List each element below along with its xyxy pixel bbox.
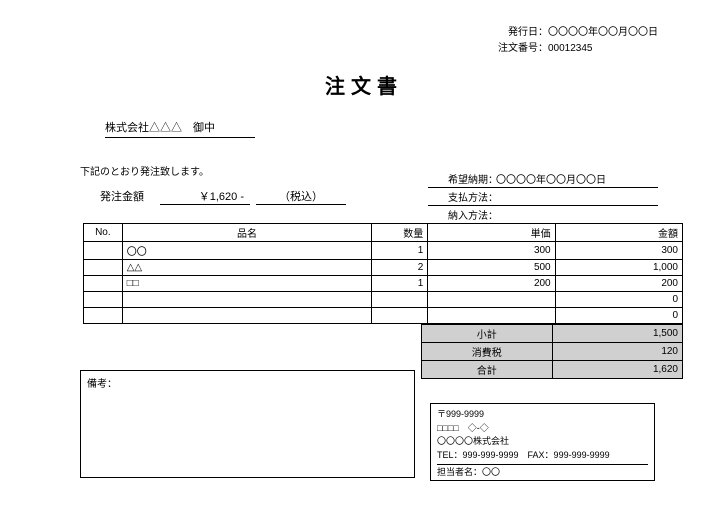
amount-tax: （税込） — [256, 188, 346, 205]
cell-unit: 200 — [428, 276, 555, 292]
due-value: 〇〇〇〇年〇〇月〇〇日 — [496, 171, 606, 186]
recipient: 株式会社△△△ 御中 — [105, 119, 255, 138]
amount-value: ￥1,620 - — [160, 188, 250, 205]
table-row: 〇〇1300300 — [84, 242, 683, 260]
cell-qty: 1 — [372, 242, 428, 260]
col-unit: 単価 — [428, 224, 555, 242]
cell-name: □□ — [122, 276, 372, 292]
cell-amt: 0 — [555, 308, 682, 324]
cell-unit — [428, 308, 555, 324]
remarks-box: 備考： — [80, 370, 415, 478]
cell-amt: 1,000 — [555, 260, 682, 276]
cell-no — [84, 242, 123, 260]
pay-label: 支払方法 — [428, 189, 488, 204]
cell-no — [84, 260, 123, 276]
totals-table: 小計1,500 消費税120 合計1,620 — [421, 324, 683, 379]
due-label: 希望納期 — [428, 171, 488, 186]
amount-label: 発注金額 — [100, 188, 160, 204]
vendor-box: 〒999-9999 □□□□ ◇-◇ 〇〇〇〇株式会社 TEL：999-999-… — [430, 403, 655, 481]
cell-amt: 0 — [555, 292, 682, 308]
order-number-value: 00012345 — [548, 41, 593, 57]
cell-name: 〇〇 — [122, 242, 372, 260]
cell-no — [84, 276, 123, 292]
cell-qty — [372, 292, 428, 308]
table-row: 0 — [84, 308, 683, 324]
cell-no — [84, 292, 123, 308]
vendor-postal: 〒999-9999 — [437, 408, 648, 422]
items-table: No. 品名 数量 単価 金額 〇〇1300300△△25001,000□□12… — [83, 223, 683, 324]
cell-unit — [428, 292, 555, 308]
vendor-telfax: TEL：999-999-9999 FAX：999-999-9999 — [437, 449, 648, 463]
tax-value: 120 — [552, 343, 683, 361]
subtotal-value: 1,500 — [552, 325, 683, 343]
vendor-staff: 担当者名：〇〇 — [437, 464, 648, 480]
remarks-label: 備考： — [87, 379, 117, 390]
total-value: 1,620 — [552, 361, 683, 379]
total-label: 合計 — [422, 361, 553, 379]
header-meta: 発行日：〇〇〇〇年〇〇月〇〇日 注文番号：00012345 — [483, 25, 658, 57]
col-amount: 金額 — [555, 224, 682, 242]
col-name: 品名 — [122, 224, 372, 242]
ship-label: 納入方法 — [428, 207, 488, 222]
cell-qty: 1 — [372, 276, 428, 292]
vendor-company: 〇〇〇〇株式会社 — [437, 435, 648, 449]
cell-amt: 200 — [555, 276, 682, 292]
cell-qty — [372, 308, 428, 324]
vendor-address: □□□□ ◇-◇ — [437, 422, 648, 436]
tax-label: 消費税 — [422, 343, 553, 361]
cell-unit: 300 — [428, 242, 555, 260]
cell-amt: 300 — [555, 242, 682, 260]
document-title: 注文書 — [45, 70, 683, 99]
cell-name — [122, 308, 372, 324]
issue-date-label: 発行日 — [483, 25, 538, 41]
table-row: 0 — [84, 292, 683, 308]
cell-qty: 2 — [372, 260, 428, 276]
table-row: △△25001,000 — [84, 260, 683, 276]
col-qty: 数量 — [372, 224, 428, 242]
cell-name — [122, 292, 372, 308]
order-number-label: 注文番号 — [483, 41, 538, 57]
cell-name: △△ — [122, 260, 372, 276]
table-row: □□1200200 — [84, 276, 683, 292]
subtotal-label: 小計 — [422, 325, 553, 343]
delivery-block: 希望納期：〇〇〇〇年〇〇月〇〇日 支払方法： 納入方法： — [428, 170, 658, 224]
col-no: No. — [84, 224, 123, 242]
cell-unit: 500 — [428, 260, 555, 276]
issue-date-value: 〇〇〇〇年〇〇月〇〇日 — [548, 25, 658, 41]
cell-no — [84, 308, 123, 324]
